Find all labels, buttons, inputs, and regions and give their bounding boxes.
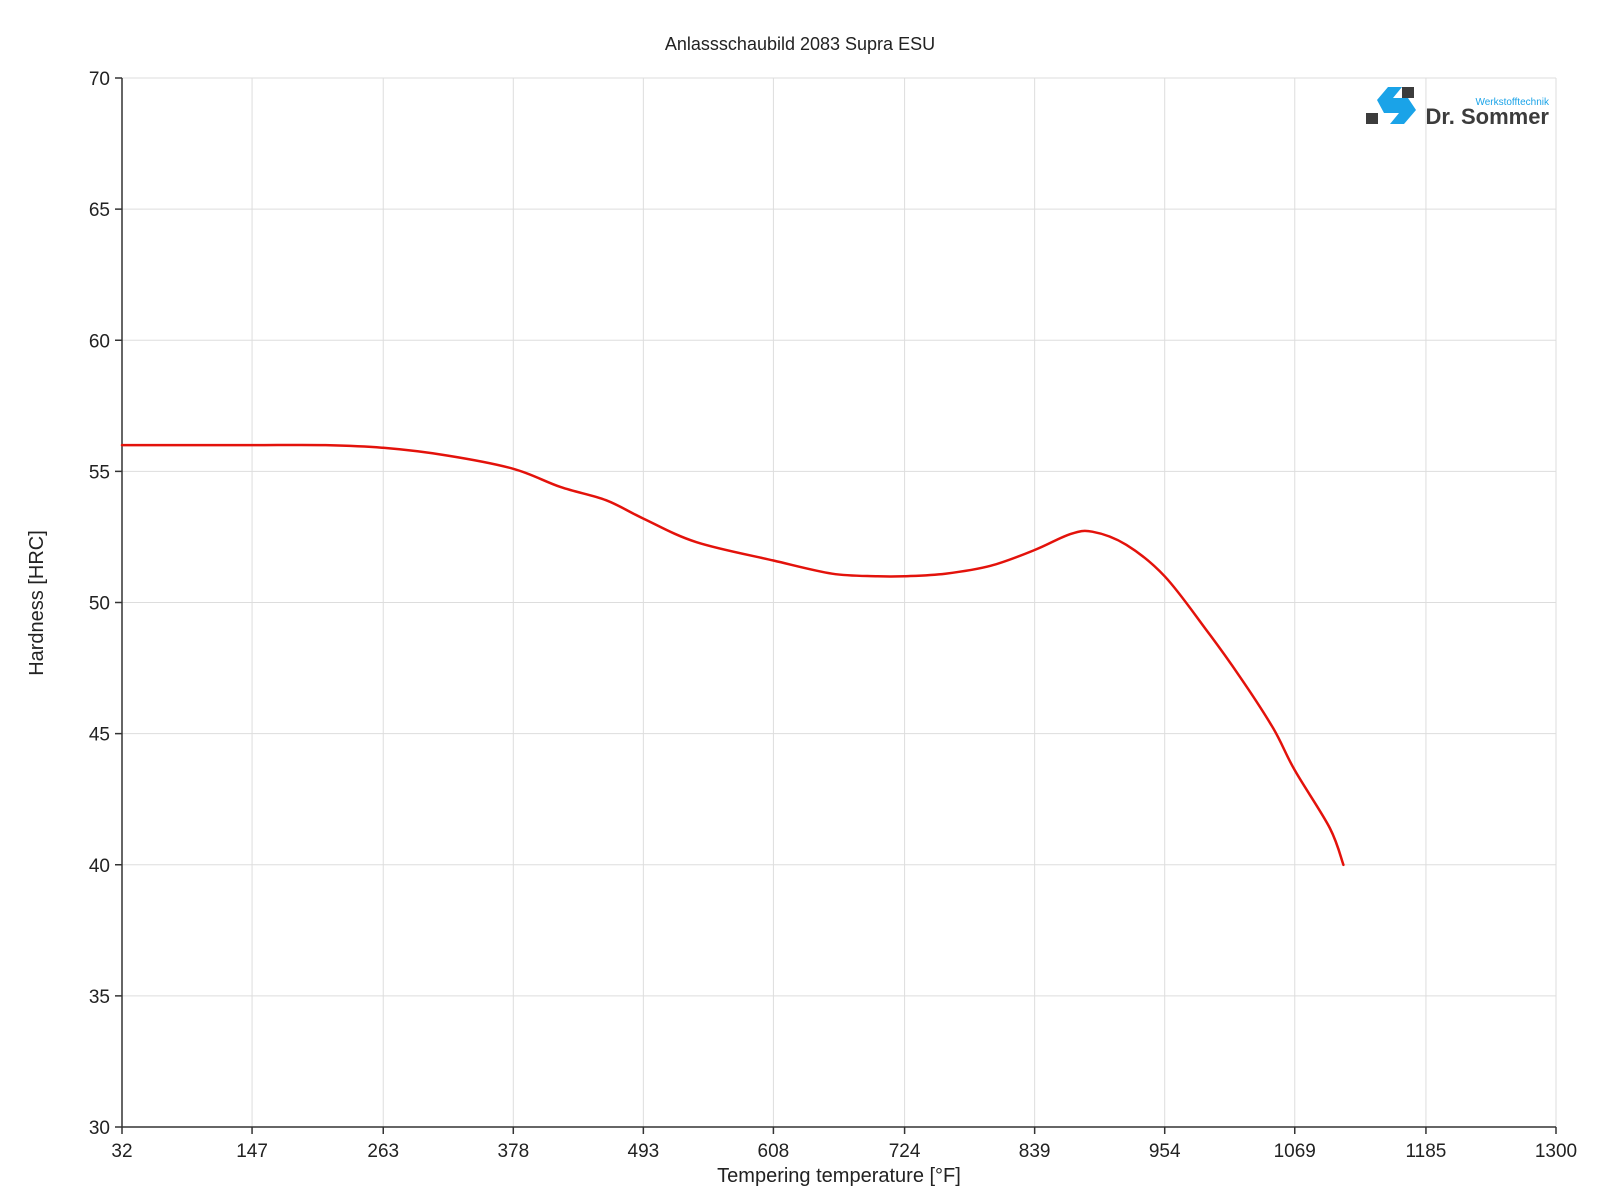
y-tick-label: 30 <box>89 1118 110 1139</box>
x-tick-label: 608 <box>758 1141 790 1162</box>
x-tick-label: 378 <box>497 1141 529 1162</box>
x-tick-label: 32 <box>111 1141 132 1162</box>
y-tick-label: 45 <box>89 725 110 746</box>
axis-layer <box>115 77 1557 1134</box>
logo-square-right <box>1402 87 1414 98</box>
dr-sommer-logo: Werkstofftechnik Dr. Sommer <box>1366 87 1550 129</box>
x-tick-label: 147 <box>236 1141 268 1162</box>
y-tick-label: 40 <box>89 856 110 877</box>
x-tick-label: 1185 <box>1406 1141 1447 1162</box>
x-tick-label: 493 <box>628 1141 660 1162</box>
series-layer <box>120 443 1345 867</box>
chart-title: Anlassschaubild 2083 Supra ESU <box>665 34 935 54</box>
y-axis-label: Hardness [HRC] <box>26 530 48 676</box>
y-tick-label: 70 <box>89 69 110 90</box>
grid-layer <box>122 77 1557 1127</box>
x-tick-label: 839 <box>1019 1141 1051 1162</box>
y-tick-label: 55 <box>89 462 110 483</box>
x-tick-label: 1069 <box>1274 1141 1316 1162</box>
logo-square-left <box>1366 113 1378 124</box>
logo-s-mark-icon <box>1377 87 1416 124</box>
x-tick-label: 1300 <box>1535 1141 1577 1162</box>
y-tick-label: 35 <box>89 987 110 1008</box>
logo-tagline: Werkstofftechnik <box>1475 97 1550 108</box>
y-tick-labels: 30 35 40 45 50 55 60 65 70 <box>89 69 110 1139</box>
x-tick-labels: 32 147 263 378 493 608 724 839 954 1069 1185 1300 <box>111 1141 1577 1162</box>
y-tick-label: 60 <box>89 331 110 352</box>
hardness-series-line <box>120 443 1345 867</box>
y-tick-label: 50 <box>89 594 110 615</box>
x-tick-label: 954 <box>1149 1141 1181 1162</box>
logo-brand: Dr. Sommer <box>1426 104 1550 129</box>
x-axis-label: Tempering temperature [°F] <box>717 1165 961 1187</box>
x-tick-label: 263 <box>367 1141 399 1162</box>
x-tick-label: 724 <box>889 1141 921 1162</box>
y-tick-label: 65 <box>89 200 110 221</box>
